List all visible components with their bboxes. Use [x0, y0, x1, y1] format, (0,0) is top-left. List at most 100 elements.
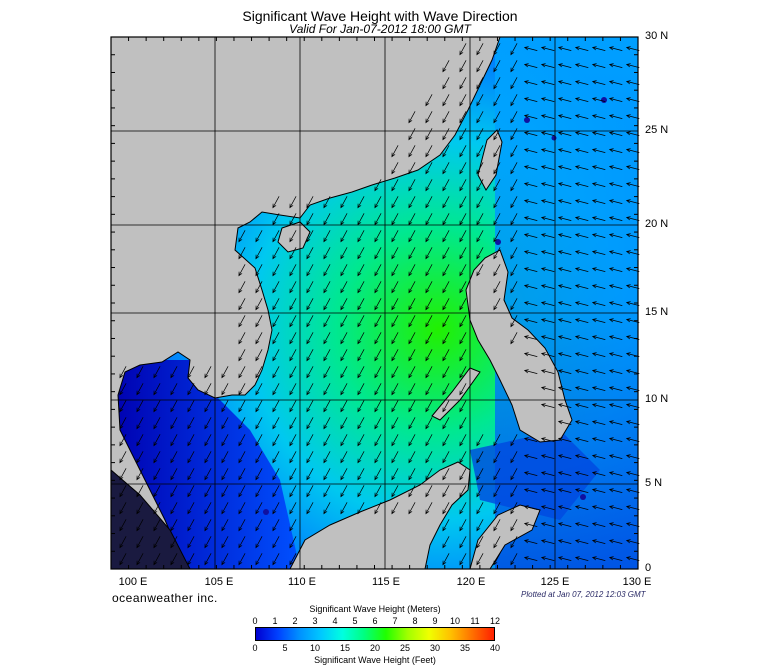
wave-direction-arrow: [289, 281, 297, 294]
wave-direction-arrow: [523, 250, 538, 255]
colorbar-feet-tick: 10: [309, 643, 320, 653]
wave-direction-arrow: [374, 264, 382, 277]
wave-direction-arrow: [408, 145, 416, 158]
wave-direction-arrow: [323, 485, 331, 498]
wave-direction-arrow: [574, 454, 589, 459]
wave-direction-arrow: [476, 213, 484, 226]
wave-direction-arrow: [119, 451, 127, 464]
wave-direction-arrow: [493, 43, 501, 56]
wave-direction-arrow: [557, 437, 572, 442]
wave-direction-arrow: [323, 332, 331, 345]
wave-direction-arrow: [306, 417, 314, 430]
wave-direction-arrow: [442, 451, 450, 464]
wave-direction-arrow: [391, 451, 399, 464]
wave-direction-arrow: [476, 77, 484, 90]
wave-direction-arrow: [306, 468, 314, 481]
wave-direction-arrow: [476, 60, 484, 73]
wave-direction-arrow: [153, 502, 161, 515]
wave-direction-arrow: [136, 502, 144, 515]
wave-direction-arrow: [425, 213, 433, 226]
wave-direction-arrow: [306, 366, 314, 379]
wave-direction-arrow: [540, 250, 555, 255]
wave-direction-arrow: [493, 434, 501, 447]
wave-direction-arrow: [221, 434, 229, 447]
wave-direction-arrow: [442, 162, 450, 175]
wave-direction-arrow: [625, 114, 640, 119]
wave-direction-arrow: [625, 454, 640, 459]
wave-direction-arrow: [591, 301, 606, 306]
wave-direction-arrow: [272, 553, 280, 566]
wave-direction-arrow: [119, 366, 127, 379]
wave-direction-arrow: [557, 352, 572, 357]
wave-direction-arrow: [238, 400, 246, 413]
wave-direction-arrow: [557, 267, 572, 272]
colorbar-feet-tick: 15: [339, 643, 350, 653]
wave-direction-arrow: [625, 284, 640, 289]
wave-direction-arrow: [476, 230, 484, 243]
wave-direction-arrow: [493, 111, 501, 124]
wave-direction-arrow: [625, 63, 640, 68]
wave-direction-arrow: [591, 471, 606, 476]
wave-direction-arrow: [170, 383, 178, 396]
lon-label: 110 E: [288, 576, 316, 588]
wave-direction-arrow: [221, 451, 229, 464]
wave-direction-arrow: [625, 420, 640, 425]
wave-direction-arrow: [591, 539, 606, 544]
wave-direction-arrow: [323, 247, 331, 260]
wave-direction-arrow: [255, 298, 263, 311]
wave-direction-arrow: [255, 468, 263, 481]
wave-direction-arrow: [608, 488, 623, 493]
wave-direction-arrow: [357, 502, 365, 515]
wave-direction-arrow: [238, 468, 246, 481]
wave-direction-arrow: [493, 451, 501, 464]
wave-direction-arrow: [459, 179, 467, 192]
colorbar-feet-tick: 40: [489, 643, 500, 653]
wave-direction-arrow: [119, 536, 127, 549]
wave-direction-arrow: [323, 468, 331, 481]
wave-direction-arrow: [625, 318, 640, 323]
wave-direction-arrow: [574, 267, 589, 272]
wave-direction-arrow: [170, 536, 178, 549]
wave-direction-arrow: [425, 247, 433, 260]
lon-label: 125 E: [540, 576, 570, 588]
wave-direction-arrow: [119, 519, 127, 532]
wave-direction-arrow: [574, 131, 589, 136]
wave-direction-arrow: [391, 247, 399, 260]
wave-direction-arrow: [323, 213, 331, 226]
graticule: [111, 37, 638, 569]
wave-direction-arrow: [323, 434, 331, 447]
wave-direction-arrow: [323, 264, 331, 277]
wave-direction-arrow: [272, 502, 280, 515]
wave-direction-arrow: [557, 335, 572, 340]
wave-direction-arrow: [442, 77, 450, 90]
wave-direction-arrow: [459, 145, 467, 158]
wave-direction-arrow: [391, 400, 399, 413]
lat-label: 0: [645, 562, 652, 574]
wave-direction-arrow: [459, 468, 467, 481]
wave-direction-arrow: [591, 403, 606, 408]
wave-direction-arrow: [493, 281, 501, 294]
wave-direction-arrow: [574, 556, 589, 561]
wave-direction-arrow: [459, 519, 467, 532]
wave-direction-arrow: [340, 264, 348, 277]
wave-direction-arrow: [323, 366, 331, 379]
wave-direction-arrow: [272, 536, 280, 549]
wave-direction-arrow: [510, 213, 518, 226]
wave-direction-arrow: [289, 519, 297, 532]
wave-direction-arrow: [608, 80, 623, 85]
wave-direction-arrow: [574, 471, 589, 476]
map-subtitle: Valid For Jan-07-2012 18:00 GMT: [289, 22, 471, 36]
wave-direction-arrow: [625, 386, 640, 391]
colorbar-meter-tick: 11: [470, 616, 480, 626]
wave-direction-arrow: [591, 182, 606, 187]
wave-direction-arrow: [523, 284, 538, 289]
wave-direction-arrow: [476, 128, 484, 141]
wave-direction-arrow: [357, 417, 365, 430]
wave-direction-arrow: [391, 417, 399, 430]
wave-direction-arrow: [493, 298, 501, 311]
wave-direction-arrow: [340, 213, 348, 226]
wave-direction-arrow: [153, 434, 161, 447]
wave-direction-arrow: [557, 471, 572, 476]
wave-direction-arrow: [340, 400, 348, 413]
wave-direction-arrow: [306, 485, 314, 498]
